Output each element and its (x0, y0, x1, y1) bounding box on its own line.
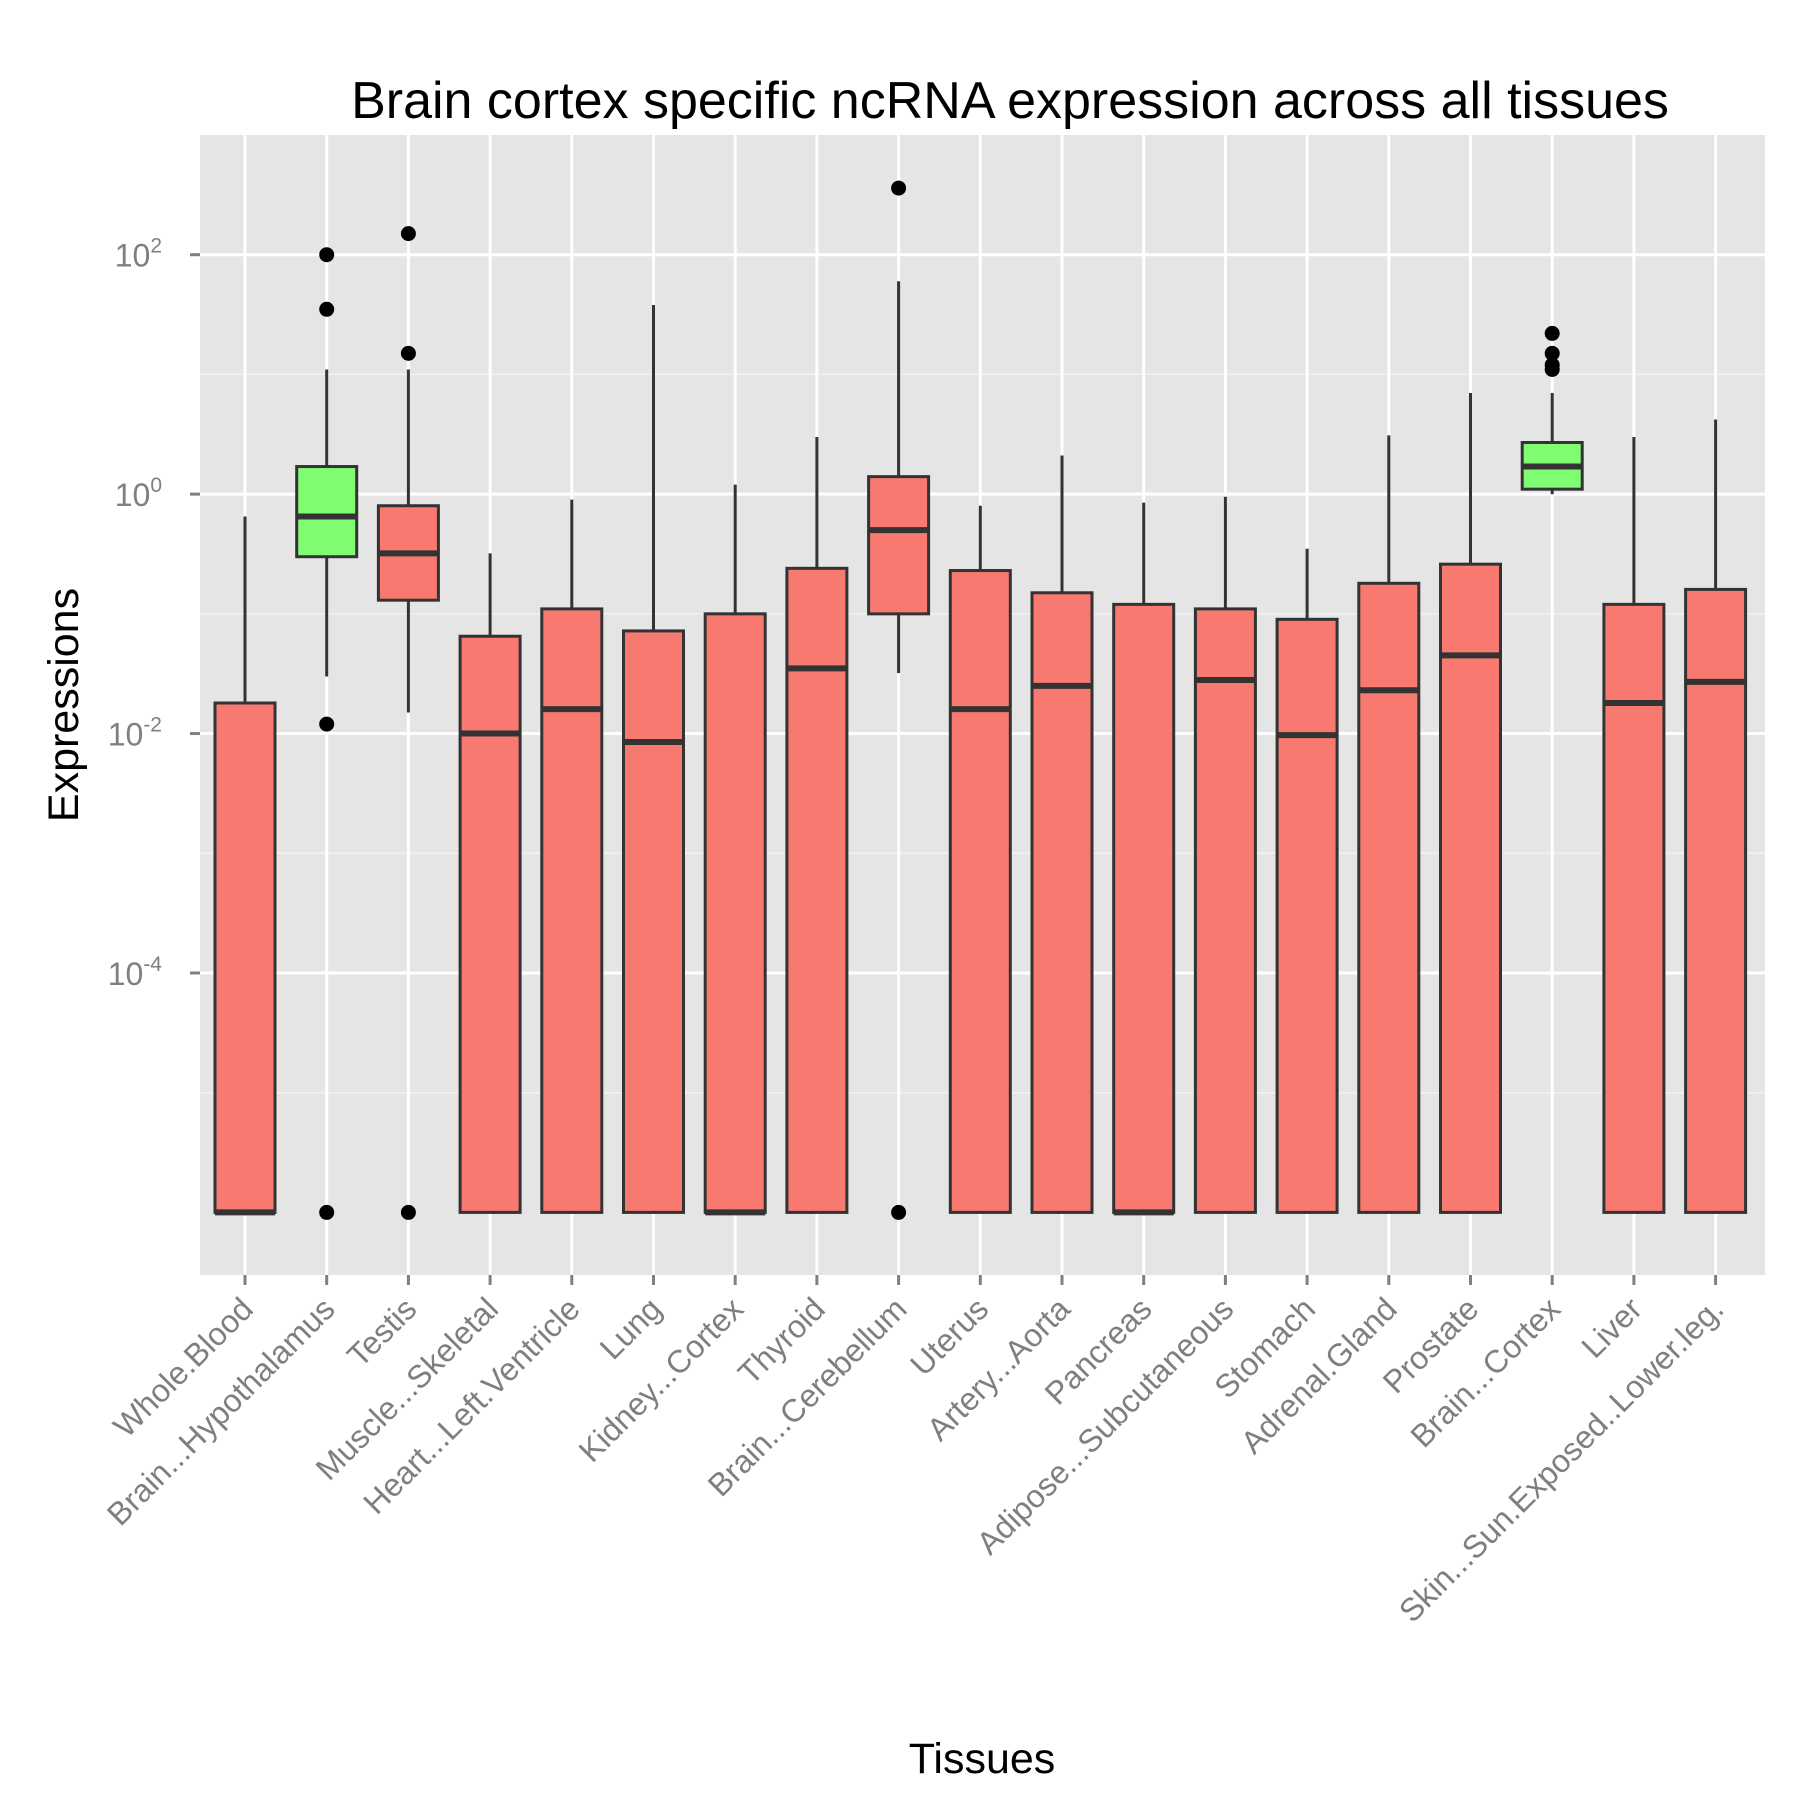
box-group (540, 499, 604, 1214)
outlier-point (400, 345, 416, 361)
y-axis-title: Expressions (40, 588, 88, 822)
box-body (295, 465, 359, 559)
outlier-point (891, 1204, 907, 1220)
box-body (458, 634, 522, 1214)
box-body (1357, 581, 1421, 1214)
outlier-point (1544, 361, 1560, 377)
box-body (213, 701, 277, 1214)
outlier-point (1544, 345, 1560, 361)
box-body (622, 629, 685, 1214)
box-body (1439, 562, 1502, 1214)
box-group (458, 553, 522, 1214)
box-group (1030, 455, 1094, 1214)
box-body (1193, 607, 1257, 1214)
outlier-point (319, 716, 335, 732)
box-body (785, 566, 849, 1214)
box-group (948, 505, 1012, 1214)
box-body (1030, 591, 1094, 1214)
y-tick-label: 10-2 (108, 714, 162, 753)
box-body (948, 569, 1012, 1214)
box-body (867, 475, 931, 616)
box-body (1684, 587, 1748, 1214)
box-body (1112, 602, 1176, 1214)
box-body (703, 612, 767, 1214)
box-group (213, 516, 277, 1216)
outlier-point (319, 247, 335, 263)
outlier-point (891, 180, 907, 196)
box-group (1193, 496, 1257, 1214)
box-group (867, 180, 931, 1220)
x-tick-label: Liver (1574, 1290, 1649, 1365)
outlier-point (400, 226, 416, 242)
box-body (540, 607, 604, 1214)
outlier-point (400, 1204, 416, 1220)
outlier-point (319, 1204, 335, 1220)
x-tick-label: Lung (593, 1290, 669, 1366)
x-axis-title: Tissues (909, 1735, 1056, 1783)
box-group (1439, 392, 1502, 1214)
box-group (1275, 548, 1339, 1214)
outlier-point (1544, 325, 1560, 341)
box-group (703, 484, 767, 1216)
box-group (1112, 502, 1176, 1216)
box-group (1602, 437, 1666, 1214)
box-body (1275, 617, 1339, 1214)
x-tick-label: Whole.Blood (106, 1290, 260, 1444)
chart-title: Brain cortex specific ncRNA expression a… (351, 72, 1669, 130)
box-group (1357, 435, 1421, 1214)
box-group (785, 437, 849, 1214)
box-group (622, 305, 685, 1214)
box-group (376, 226, 440, 1220)
box-group (295, 247, 359, 1220)
y-tick-label: 102 (115, 235, 162, 274)
box-group (1520, 325, 1584, 495)
box-body (1602, 602, 1666, 1214)
outlier-point (319, 301, 335, 317)
y-tick-label: 100 (115, 474, 162, 513)
boxes-layer (213, 180, 1748, 1220)
y-tick-label: 10-4 (108, 953, 163, 992)
box-group (1684, 419, 1748, 1214)
